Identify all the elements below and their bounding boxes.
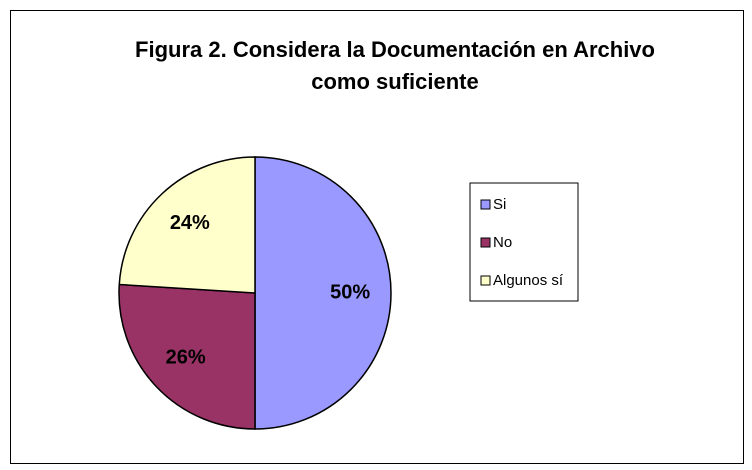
data-label: 26%	[166, 346, 206, 368]
data-label: 50%	[330, 281, 370, 303]
chart-title: Figura 2. Considera la Documentación en …	[135, 37, 655, 94]
legend-swatch	[480, 275, 491, 286]
data-label: 24%	[170, 212, 210, 234]
legend-label: Si	[493, 196, 506, 213]
pie-slice	[118, 283, 256, 430]
pie-slice	[118, 156, 256, 294]
legend-swatch	[480, 199, 491, 210]
legend-label: No	[493, 234, 512, 251]
legend-swatch	[480, 237, 491, 248]
pie-slice	[254, 156, 392, 430]
legend-label: Algunos sí	[493, 272, 564, 289]
chart-border	[10, 10, 744, 464]
